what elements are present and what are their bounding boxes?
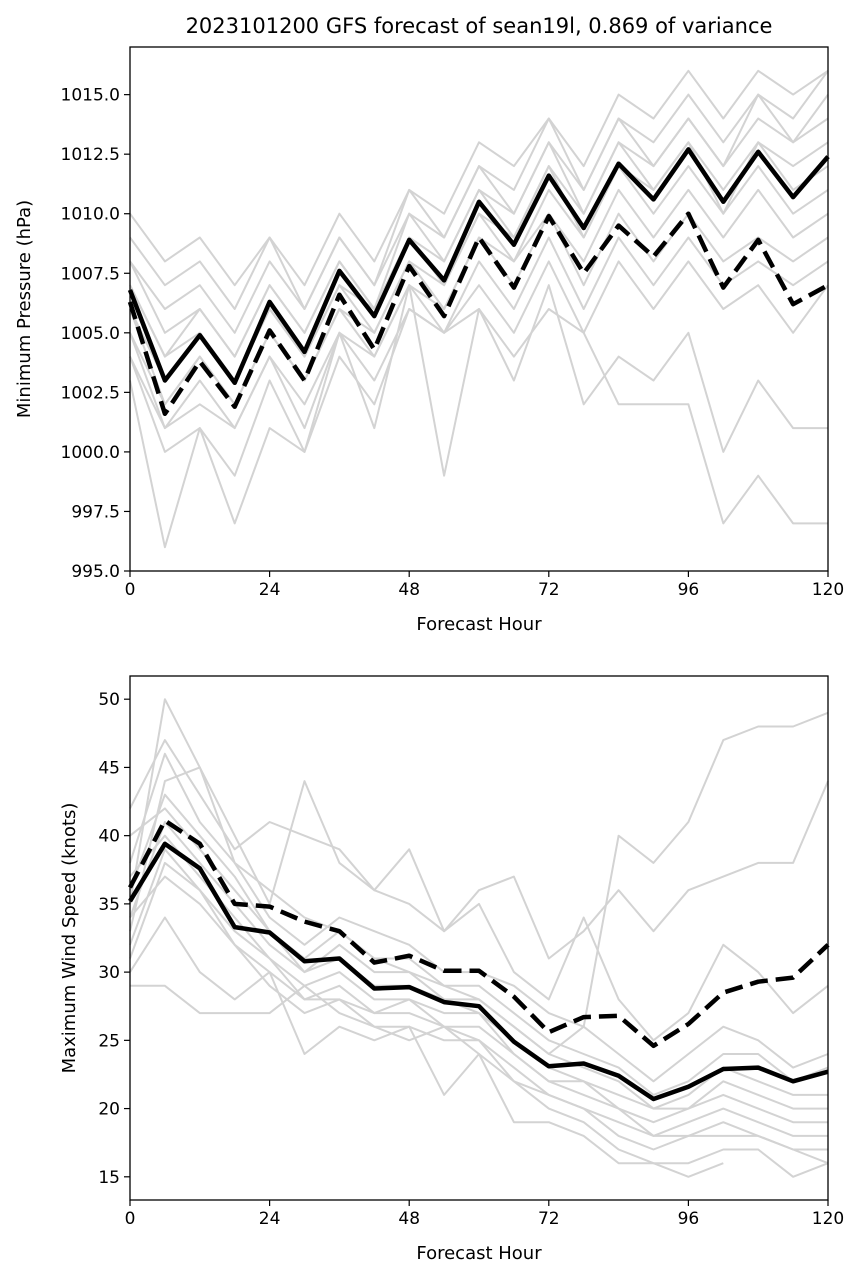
pressure-y-tick-label-5: 1007.5 [61, 264, 120, 284]
wind-y-tick-label-6: 45 [98, 758, 120, 778]
pressure-solid-line [127, 147, 830, 386]
wind-plot-frame [129, 675, 829, 1201]
wind-member-line-8 [129, 848, 828, 1137]
wind-y-tick-label-2: 25 [98, 1031, 120, 1051]
wind-member-line-7 [129, 834, 828, 1124]
wind-member-line-4 [129, 793, 829, 1096]
wind-y-tick-label-1: 20 [98, 1100, 120, 1120]
pressure-member-line-4 [129, 141, 829, 358]
pressure-x-tick-label-4: 96 [678, 580, 700, 600]
wind-y-tick-label-0: 15 [98, 1168, 120, 1188]
pressure-x-axis-label: Forecast Hour [416, 614, 542, 635]
wind-x-tick-label-3: 72 [538, 1209, 560, 1229]
pressure-y-tick-label-7: 1012.5 [61, 145, 120, 165]
pressure-member-line-7 [129, 188, 829, 406]
wind-y-tick-label-4: 35 [98, 895, 120, 915]
wind-x-tick-label-4: 96 [678, 1209, 700, 1229]
chart-title: 2023101200 GFS forecast of sean19l, 0.86… [186, 14, 773, 38]
pressure-x-tick-label-2: 48 [398, 580, 420, 600]
pressure-y-tick-label-8: 1015.0 [61, 86, 120, 106]
pressure-y-tick-label-2: 1000.0 [61, 443, 120, 463]
pressure-x-tick-label-3: 72 [538, 580, 560, 600]
wind-y-tick-label-3: 30 [98, 963, 120, 983]
wind-chart: 0 24 48 72 96 120 15 20 25 30 35 40 45 50 Forecast Ho… [59, 675, 844, 1264]
pressure-axis-ticks: 0 24 48 72 96 120 995.0 997.5 1000.0 1002.5 1005.0… [61, 86, 845, 600]
pressure-plot-frame [129, 46, 829, 572]
wind-x-tick-label-5: 120 [812, 1209, 844, 1229]
pressure-member-line-12 [129, 284, 828, 549]
pressure-x-tick-label-5: 120 [812, 580, 844, 600]
wind-x-tick-label-1: 24 [259, 1209, 281, 1229]
pressure-member-line-11 [129, 308, 828, 525]
pressure-y-tick-label-1: 997.5 [71, 502, 120, 522]
wind-x-axis-label: Forecast Hour [416, 1243, 542, 1264]
wind-member-line-12 [129, 916, 724, 1178]
wind-x-tick-label-2: 48 [398, 1209, 420, 1229]
wind-member-line-1 [129, 766, 829, 960]
pressure-y-tick-label-4: 1005.0 [61, 324, 120, 344]
pressure-series-group [127, 69, 830, 549]
wind-y-axis-label: Maximum Wind Speed (knots) [59, 803, 80, 1074]
wind-member-line-6 [129, 821, 828, 1110]
pressure-dashed-line [127, 211, 830, 417]
pressure-x-tick-label-1: 24 [259, 580, 281, 600]
wind-dashed-line [128, 818, 830, 1049]
wind-y-tick-label-7: 50 [98, 690, 120, 710]
pressure-chart: 0 24 48 72 96 120 995.0 997.5 1000.0 1002.5 1005.0… [14, 46, 845, 635]
wind-x-tick-label-0: 0 [125, 1209, 136, 1229]
wind-axis-ticks: 0 24 48 72 96 120 15 20 25 30 35 40 45 50 [98, 690, 844, 1229]
pressure-member-line-10 [129, 260, 829, 430]
pressure-y-axis-label: Minimum Pressure (hPa) [14, 200, 35, 418]
pressure-y-tick-label-0: 995.0 [71, 562, 120, 582]
wind-member-line-2 [129, 739, 829, 1042]
wind-y-tick-label-5: 40 [98, 827, 120, 847]
pressure-x-tick-label-0: 0 [125, 580, 136, 600]
pressure-y-tick-label-6: 1010.0 [61, 205, 120, 225]
wind-member-line-10 [129, 875, 829, 1165]
pressure-y-tick-label-3: 1002.5 [61, 383, 120, 403]
wind-solid-line [128, 841, 829, 1102]
pressure-member-line-0 [129, 69, 829, 287]
wind-series-group [128, 698, 830, 1178]
wind-member-line-5 [129, 807, 828, 1110]
